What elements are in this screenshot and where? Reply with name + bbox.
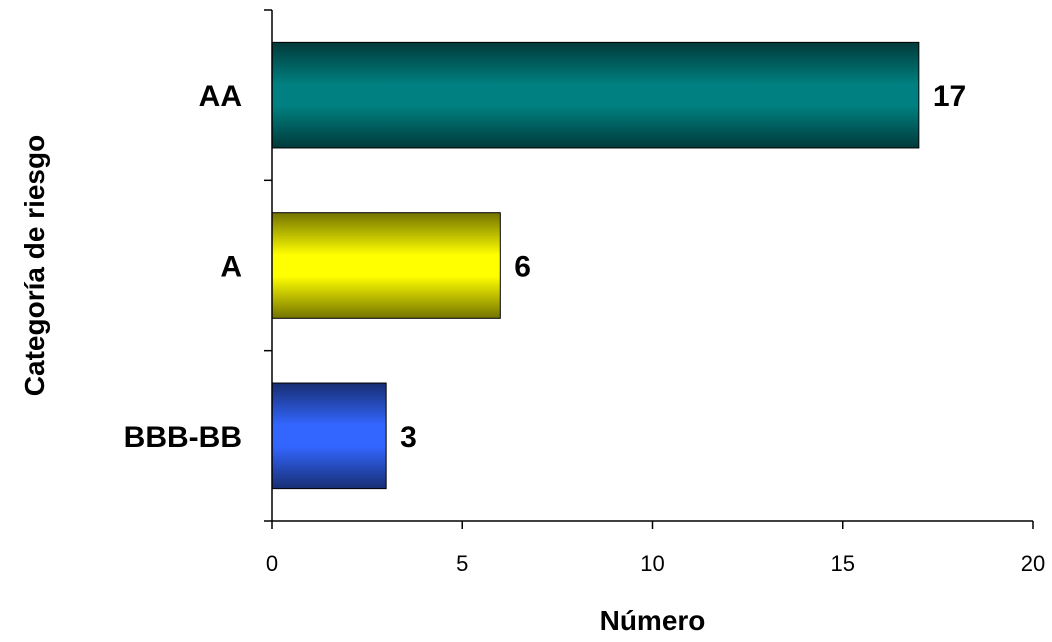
x-tick-label: 20: [1021, 551, 1045, 576]
category-label: AA: [199, 80, 242, 113]
x-tick-label: 0: [266, 551, 278, 576]
y-axis-title: Categoría de riesgo: [19, 135, 50, 396]
bar-bbb-bb: [271, 382, 387, 490]
bar-a: [271, 212, 501, 319]
x-tick-label: 10: [640, 551, 664, 576]
category-label: A: [220, 251, 242, 284]
bars: [264, 9, 1034, 529]
value-label: 3: [400, 421, 417, 454]
bar-aa: [271, 41, 920, 149]
x-tick-label: 5: [456, 551, 468, 576]
value-label: 6: [514, 251, 531, 284]
labels: 0 5 10 15 20 AA 17 A 6 BBB-BB 3: [124, 80, 1046, 576]
x-axis-title: Número: [600, 605, 706, 636]
value-label: 17: [933, 80, 966, 113]
axes: [271, 10, 1033, 522]
x-tick-label: 15: [831, 551, 855, 576]
category-label: BBB-BB: [124, 421, 242, 454]
